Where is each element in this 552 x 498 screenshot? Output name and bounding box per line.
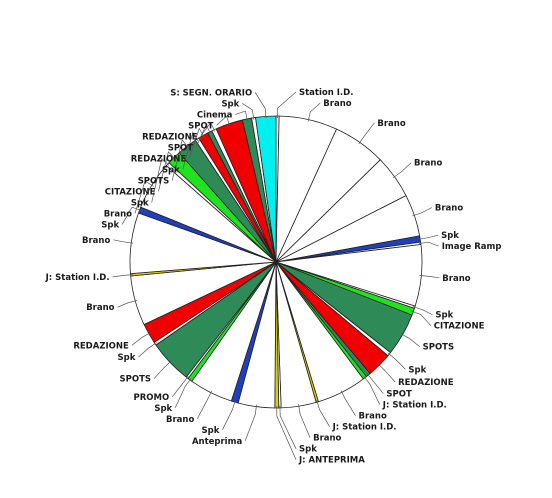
leader-line xyxy=(222,399,236,430)
leader-line xyxy=(298,404,311,438)
leader-line xyxy=(340,390,356,416)
leader-line xyxy=(112,274,133,278)
slice-label-spk: Spk xyxy=(221,99,239,109)
leader-line xyxy=(254,92,267,119)
leader-line xyxy=(316,399,330,427)
slice-label-spots: SPOTS xyxy=(423,343,455,353)
leader-line xyxy=(182,131,199,170)
leader-line xyxy=(392,162,412,179)
leader-lines xyxy=(112,91,440,460)
slice-label-redazione: REDAZIONE xyxy=(131,154,187,164)
leader-line xyxy=(307,102,321,122)
slice-labels: Station I.D.BranoBranoBranoBranoSpkImage… xyxy=(45,88,502,466)
slice-label-brano: Brano xyxy=(104,209,132,219)
leader-line xyxy=(358,122,375,145)
leader-line xyxy=(171,375,189,398)
slice-label-spots: SPOTS xyxy=(138,176,170,186)
leader-line xyxy=(276,406,297,460)
leader-line xyxy=(113,239,134,244)
leader-line xyxy=(277,91,297,119)
leader-line xyxy=(134,180,154,214)
leader-line xyxy=(400,333,420,347)
leader-line xyxy=(158,151,176,192)
leader-line xyxy=(151,158,170,203)
slice-label-spot: SPOT xyxy=(386,390,412,400)
leader-line xyxy=(117,299,138,308)
leader-line xyxy=(195,123,212,148)
leader-line xyxy=(174,378,192,408)
leader-line xyxy=(412,207,433,217)
slice-label-spk: Spk xyxy=(202,426,220,436)
leader-line xyxy=(131,332,151,346)
leader-line xyxy=(200,121,216,137)
leader-line xyxy=(153,360,172,379)
slice-label-brano: Brano xyxy=(359,412,387,422)
slice-label-redazione: REDAZIONE xyxy=(73,341,129,351)
slice-label-brano: Brano xyxy=(86,303,114,313)
slice-label-j-anteprima: J: ANTEPRIMA xyxy=(298,456,365,466)
slice-label-j-station-i-d: J: Station I.D. xyxy=(45,273,110,283)
slice-label-citazione: CITAZIONE xyxy=(105,187,156,197)
leader-line xyxy=(377,363,396,383)
pie-slices xyxy=(129,115,423,409)
slice-label-brano: Brano xyxy=(435,204,463,214)
slice-label-spot: SPOT xyxy=(168,143,194,153)
leader-line xyxy=(216,115,231,126)
slice-label-citazione: CITAZIONE xyxy=(434,322,485,332)
slice-label-spk: Spk xyxy=(441,231,459,241)
slice-label-brano: Brano xyxy=(82,236,110,246)
slice-label-spots: SPOTS xyxy=(120,375,152,385)
slice-label-spk: Spk xyxy=(408,365,426,375)
leader-line xyxy=(366,373,384,394)
leader-line xyxy=(387,352,406,370)
leader-line xyxy=(138,342,157,358)
leader-line xyxy=(244,404,257,441)
slice-label-redazione: REDAZIONE xyxy=(398,378,454,388)
slice-label-brano: Brano xyxy=(323,99,351,109)
slice-label-spk: Spk xyxy=(101,220,119,230)
slice-label-brano: Brano xyxy=(442,274,470,284)
leader-line xyxy=(196,390,213,419)
slice-label-brano: Brano xyxy=(166,415,194,425)
slice-label-brano: Brano xyxy=(377,119,405,129)
slice-label-j-station-i-d: J: Station I.D. xyxy=(332,423,397,433)
slice-label-brano: Brano xyxy=(313,434,341,444)
slice-label-spk: Spk xyxy=(435,311,453,321)
leader-line xyxy=(363,375,381,405)
slice-label-s-segn-orario: S: SEGN. ORARIO xyxy=(170,88,252,98)
leader-line xyxy=(235,110,248,121)
leader-line xyxy=(412,306,433,316)
slice-label-spk: Spk xyxy=(118,353,136,363)
slice-label-brano: Brano xyxy=(414,159,442,169)
leader-line xyxy=(411,310,432,326)
slice-label-spk: Spk xyxy=(162,165,180,175)
leader-line xyxy=(419,275,440,279)
slice-label-redazione: REDAZIONE xyxy=(142,132,198,142)
slice-label-j-station-i-d: J: Station I.D. xyxy=(382,401,447,411)
slice-label-spk: Spk xyxy=(154,404,172,414)
leader-line xyxy=(418,241,439,247)
slice-label-image-ramp: Image Ramp xyxy=(442,242,502,252)
leader-line xyxy=(279,405,297,449)
leader-line xyxy=(121,206,142,225)
slice-label-spk: Spk xyxy=(131,198,149,208)
leader-line xyxy=(242,103,255,120)
leader-line xyxy=(171,139,189,181)
slice-label-anteprima: Anteprima xyxy=(192,437,243,447)
leader-line xyxy=(418,234,439,240)
slice-label-spk: Spk xyxy=(299,445,317,455)
slice-label-station-i-d: Station I.D. xyxy=(299,88,353,98)
slice-label-promo: PROMO xyxy=(134,393,170,403)
slice-label-cinema: Cinema xyxy=(197,110,233,120)
slice-label-spot: SPOT xyxy=(188,121,214,131)
